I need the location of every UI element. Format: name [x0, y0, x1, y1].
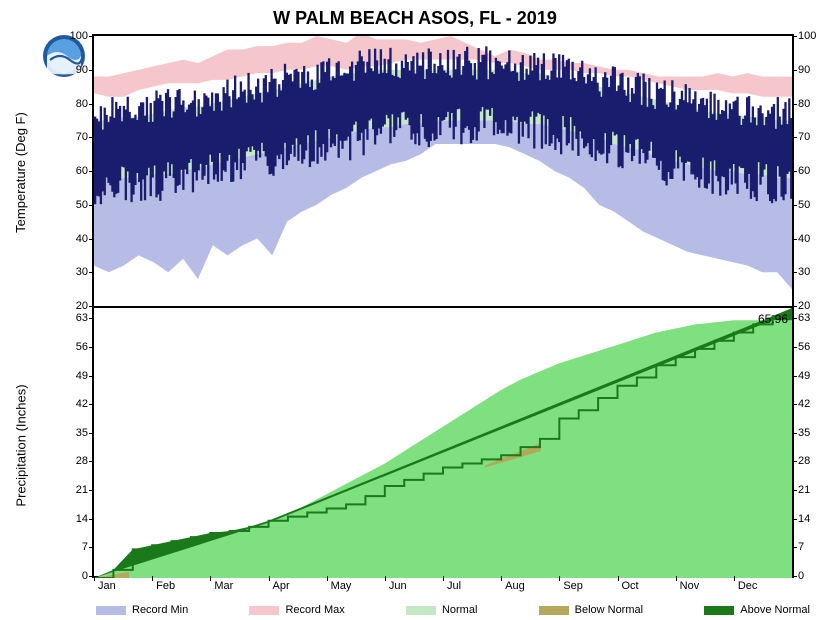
- legend-swatch: [96, 606, 126, 615]
- legend-label: Record Max: [285, 604, 344, 616]
- legend-label: Record Min: [132, 604, 188, 616]
- month-label: Sep: [559, 576, 583, 592]
- month-label: May: [327, 576, 352, 592]
- temp-ytick: 90: [792, 64, 828, 76]
- precip-ytick: 14: [792, 513, 828, 525]
- precip-ytick: 0: [792, 570, 828, 582]
- temp-ylabel: Temperature (Deg F): [13, 112, 28, 233]
- precip-ytick: 63: [792, 312, 828, 324]
- climate-chart: W PALM BEACH ASOS, FL - 2019 65.96 20203…: [0, 0, 830, 620]
- legend-item: Record Min: [96, 604, 188, 616]
- legend-item: Normal: [406, 604, 477, 616]
- temp-ytick: 30: [792, 266, 828, 278]
- month-label: Mar: [210, 576, 233, 592]
- month-label: Apr: [269, 576, 290, 592]
- precip-ytick: 35: [792, 427, 828, 439]
- legend-swatch: [249, 606, 279, 615]
- precip-final-value: 65.96: [758, 312, 788, 326]
- temp-ytick: 40: [792, 233, 828, 245]
- legend-item: Below Normal: [539, 604, 643, 616]
- plot-area: 65.96 2020303040405050606070708080909010…: [92, 34, 794, 578]
- month-label: Jul: [443, 576, 461, 592]
- precip-ytick: 42: [792, 398, 828, 410]
- temp-ytick: 70: [792, 131, 828, 143]
- temperature-panel: [94, 36, 792, 306]
- legend: Record Min Record Max Normal Below Normal Ab…: [96, 604, 810, 616]
- temp-ytick: 60: [792, 165, 828, 177]
- precip-ylabel: Precipitation (Inches): [14, 384, 29, 506]
- temp-ytick: 50: [792, 199, 828, 211]
- legend-item: Above Normal: [704, 604, 810, 616]
- legend-item: Record Max: [249, 604, 344, 616]
- legend-swatch: [539, 606, 569, 615]
- month-label: Oct: [618, 576, 639, 592]
- chart-title: W PALM BEACH ASOS, FL - 2019: [0, 8, 830, 29]
- precip-ytick: 56: [792, 341, 828, 353]
- month-label: Nov: [676, 576, 700, 592]
- month-label: Aug: [501, 576, 525, 592]
- precip-ytick: 28: [792, 455, 828, 467]
- month-label: Dec: [734, 576, 758, 592]
- legend-label: Below Normal: [575, 604, 643, 616]
- legend-swatch: [704, 606, 734, 615]
- month-label: Jun: [385, 576, 407, 592]
- precip-ytick: 21: [792, 484, 828, 496]
- month-label: Feb: [152, 576, 175, 592]
- legend-label: Above Normal: [740, 604, 810, 616]
- precipitation-panel: 65.96: [94, 306, 792, 578]
- temp-ytick: 20: [792, 300, 828, 312]
- month-label: Jan: [94, 576, 116, 592]
- precip-ytick: 7: [792, 541, 828, 553]
- legend-label: Normal: [442, 604, 477, 616]
- temp-ytick: 100: [792, 30, 828, 42]
- precip-ytick: 49: [792, 370, 828, 382]
- legend-swatch: [406, 606, 436, 615]
- temp-ytick: 80: [792, 98, 828, 110]
